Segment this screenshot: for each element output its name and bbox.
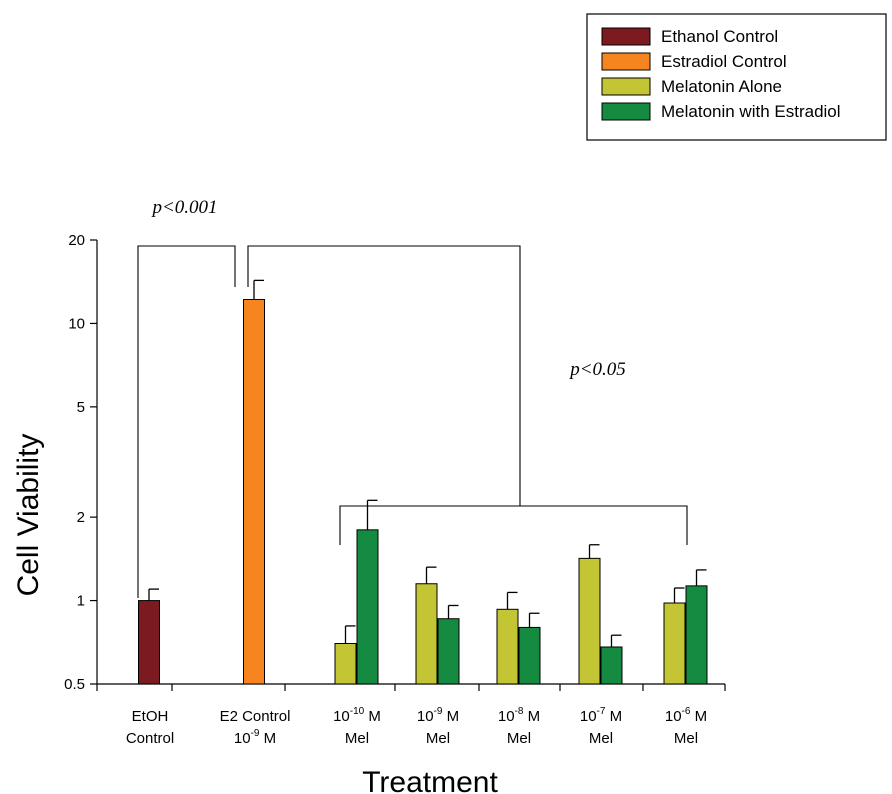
legend-swatch — [601, 102, 651, 121]
category-label-line1: E2 Control — [220, 708, 291, 725]
bar — [356, 529, 379, 685]
x-axis-title: Treatment — [362, 766, 498, 794]
bar — [600, 646, 623, 685]
bar — [496, 608, 519, 685]
bar — [415, 583, 438, 685]
category-label-line1: 10-10 M — [333, 706, 381, 725]
category-labels: EtOH Control E2 Control 10-9 M 10-10 M Mel 10-… — [126, 706, 707, 747]
bar — [243, 298, 265, 685]
legend-swatch — [601, 77, 651, 96]
significance-brackets — [137, 245, 688, 598]
bracket-p001 — [137, 245, 236, 598]
y-axis-title: Cell Viability — [12, 434, 45, 597]
category-label-line2: Mel — [345, 730, 369, 747]
legend-label: Estradiol Control — [661, 52, 787, 71]
category-label-line1: EtOH — [132, 708, 169, 725]
y-tick-label: 5 — [77, 399, 85, 416]
y-tick-label: 1 — [77, 593, 85, 610]
legend-label: Melatonin Alone — [661, 77, 782, 96]
category-label-line2: Mel — [507, 730, 531, 747]
bar — [685, 585, 708, 685]
legend-swatch — [601, 52, 651, 71]
bar — [578, 557, 601, 685]
category-label-line2: Mel — [589, 730, 613, 747]
legend-swatch — [601, 27, 651, 46]
category-label-line1: 10-9 M — [417, 706, 459, 725]
p-value-001-annotation: p<0.001 — [150, 197, 217, 218]
category-label-line1: 10-6 M — [665, 706, 707, 725]
category-label-line1: 10-8 M — [498, 706, 540, 725]
bar — [663, 602, 686, 685]
category-label-line2: 10-9 M — [234, 728, 276, 747]
bar — [138, 600, 160, 685]
bar — [334, 643, 357, 685]
y-tick-label: 2 — [77, 509, 85, 526]
category-label-line2: Control — [126, 730, 174, 747]
category-label-line1: 10-7 M — [580, 706, 622, 725]
bar — [518, 626, 541, 685]
category-label-line2: Mel — [674, 730, 698, 747]
bracket-p05-bottom — [339, 505, 688, 545]
bracket-p05-top — [247, 245, 521, 506]
y-tick-label: 10 — [68, 315, 85, 332]
bar — [437, 618, 460, 685]
bars — [138, 298, 708, 685]
legend-label: Melatonin with Estradiol — [661, 102, 841, 121]
category-label-line2: Mel — [426, 730, 450, 747]
y-tick-label: 0.5 — [64, 676, 85, 693]
legend-label: Ethanol Control — [661, 27, 778, 46]
p-value-05-annotation: p<0.05 — [568, 359, 626, 380]
y-tick-label: 20 — [68, 232, 85, 249]
axes: 0.5 1 2 5 10 20 — [64, 232, 726, 693]
legend: Ethanol Control Estradiol Control Melatoni… — [586, 13, 887, 141]
error-bars — [148, 279, 707, 647]
